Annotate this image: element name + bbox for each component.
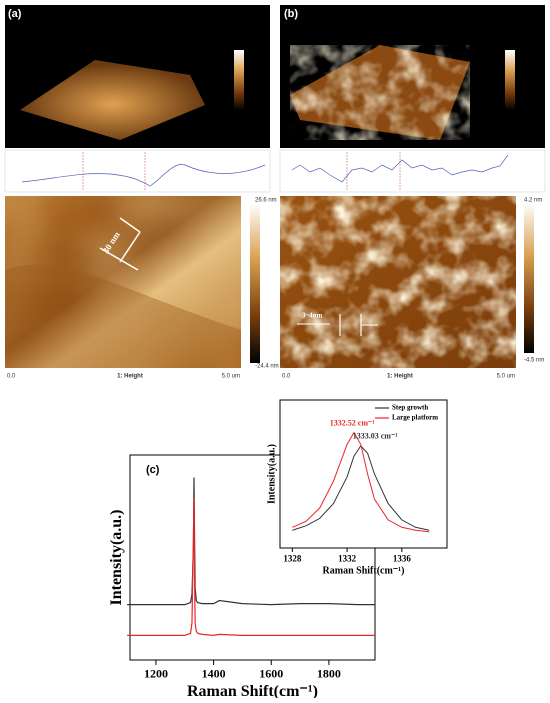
colorbar-a bbox=[250, 203, 260, 363]
plot-frame bbox=[129, 454, 376, 661]
scale-min: -24.4 nm bbox=[255, 364, 279, 370]
plot-frame bbox=[279, 399, 448, 549]
annotation: 1333.03 cm⁻¹ bbox=[353, 432, 398, 441]
axis-end: 5.0 um bbox=[222, 374, 240, 380]
scale-max: 26.6 nm bbox=[255, 198, 277, 204]
axis-start: 0.0 bbox=[282, 374, 291, 380]
marker-line bbox=[119, 217, 141, 233]
annotation: 3~4nm bbox=[302, 312, 323, 320]
annotation: 1332.52 cm⁻¹ bbox=[330, 418, 375, 427]
axis-end: 5.0 um bbox=[497, 374, 515, 380]
x-tick-label: 1800 bbox=[317, 666, 341, 680]
channel: 1: Height bbox=[387, 374, 413, 380]
afm-texture bbox=[5, 196, 241, 368]
channel: 1: Height bbox=[117, 374, 143, 380]
panel-label: (b) bbox=[284, 8, 298, 20]
x-axis-label: Raman Shift(cm⁻¹) bbox=[187, 683, 318, 698]
x-tick-label: 1200 bbox=[144, 666, 168, 680]
legend-label: Large platform bbox=[392, 414, 438, 422]
profile-line bbox=[21, 163, 266, 187]
x-tick-label: 1600 bbox=[259, 666, 283, 680]
afm-texture bbox=[290, 45, 470, 140]
series-line bbox=[127, 498, 375, 637]
series-line bbox=[292, 431, 430, 533]
afm-texture bbox=[280, 196, 516, 368]
afm-terrace bbox=[5, 264, 241, 368]
x-tick-label: 1400 bbox=[202, 666, 226, 680]
axis-start: 0.0 bbox=[7, 374, 16, 380]
x-axis-label: Raman Shift(cm⁻¹) bbox=[323, 566, 405, 577]
colorbar-b bbox=[524, 203, 534, 353]
colorbar-3d-a bbox=[234, 50, 244, 110]
scale-max: 4.2 nm bbox=[524, 198, 542, 204]
scale-min: -4.5 nm bbox=[524, 358, 544, 364]
profile-b bbox=[279, 149, 546, 193]
marker-line bbox=[99, 247, 139, 271]
y-axis-label: Intensity(a.u.) bbox=[266, 444, 277, 504]
profile-a bbox=[4, 149, 271, 193]
y-axis-label: Intensity(a.u.) bbox=[108, 509, 125, 605]
x-tick-label: 1328 bbox=[283, 553, 302, 563]
marker-line bbox=[119, 231, 141, 263]
afm-surface-a bbox=[20, 60, 205, 140]
profile-line bbox=[291, 154, 509, 183]
x-tick-label: 1332 bbox=[338, 553, 357, 563]
x-tick-label: 1336 bbox=[393, 553, 412, 563]
legend-label: Step growth bbox=[392, 404, 428, 412]
panel-label: (a) bbox=[8, 8, 22, 20]
colorbar-3d-b bbox=[505, 50, 515, 110]
panel-label: (c) bbox=[146, 464, 160, 476]
